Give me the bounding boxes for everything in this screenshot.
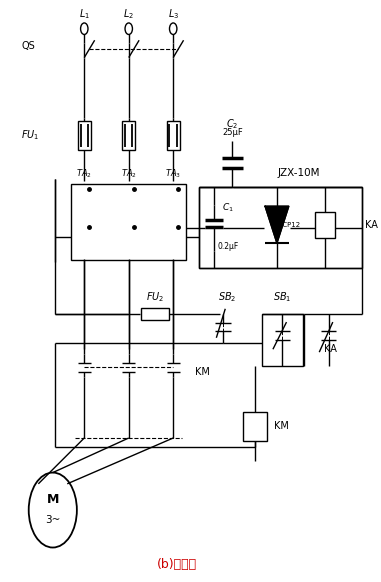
Text: 0.2μF: 0.2μF <box>218 242 239 250</box>
Text: $FU_2$: $FU_2$ <box>146 290 164 304</box>
Text: KA: KA <box>365 220 378 230</box>
Text: $C_1$: $C_1$ <box>222 201 234 214</box>
Bar <box>262 314 303 366</box>
Text: $TA_3$: $TA_3$ <box>165 168 181 180</box>
Text: 2CP12: 2CP12 <box>279 222 301 228</box>
Bar <box>199 187 362 268</box>
Polygon shape <box>265 206 289 243</box>
Text: KA: KA <box>324 343 337 354</box>
Bar <box>122 121 135 150</box>
Text: JZX-10M: JZX-10M <box>278 168 320 178</box>
Text: $SB_1$: $SB_1$ <box>273 290 292 304</box>
Text: $TA_2$: $TA_2$ <box>76 168 92 180</box>
Text: (b)电路二: (b)电路二 <box>157 558 197 572</box>
Text: $L_2$: $L_2$ <box>123 8 134 21</box>
Bar <box>141 308 168 321</box>
Bar <box>315 212 335 237</box>
Text: 25μF: 25μF <box>222 128 243 137</box>
Text: 3~: 3~ <box>45 516 61 526</box>
Text: KM: KM <box>274 421 289 431</box>
Bar <box>71 184 186 260</box>
Text: $SB_2$: $SB_2$ <box>218 290 236 304</box>
Text: M: M <box>46 493 59 506</box>
Text: $L_1$: $L_1$ <box>79 8 90 21</box>
Text: $TA_2$: $TA_2$ <box>121 168 137 180</box>
Text: QS: QS <box>21 41 35 51</box>
Text: $C_2$: $C_2$ <box>226 117 239 131</box>
Bar <box>78 121 91 150</box>
Text: KM: KM <box>195 367 210 377</box>
Bar <box>166 121 180 150</box>
Text: $FU_1$: $FU_1$ <box>21 129 40 142</box>
Text: $L_3$: $L_3$ <box>168 8 179 21</box>
Bar <box>243 412 267 441</box>
